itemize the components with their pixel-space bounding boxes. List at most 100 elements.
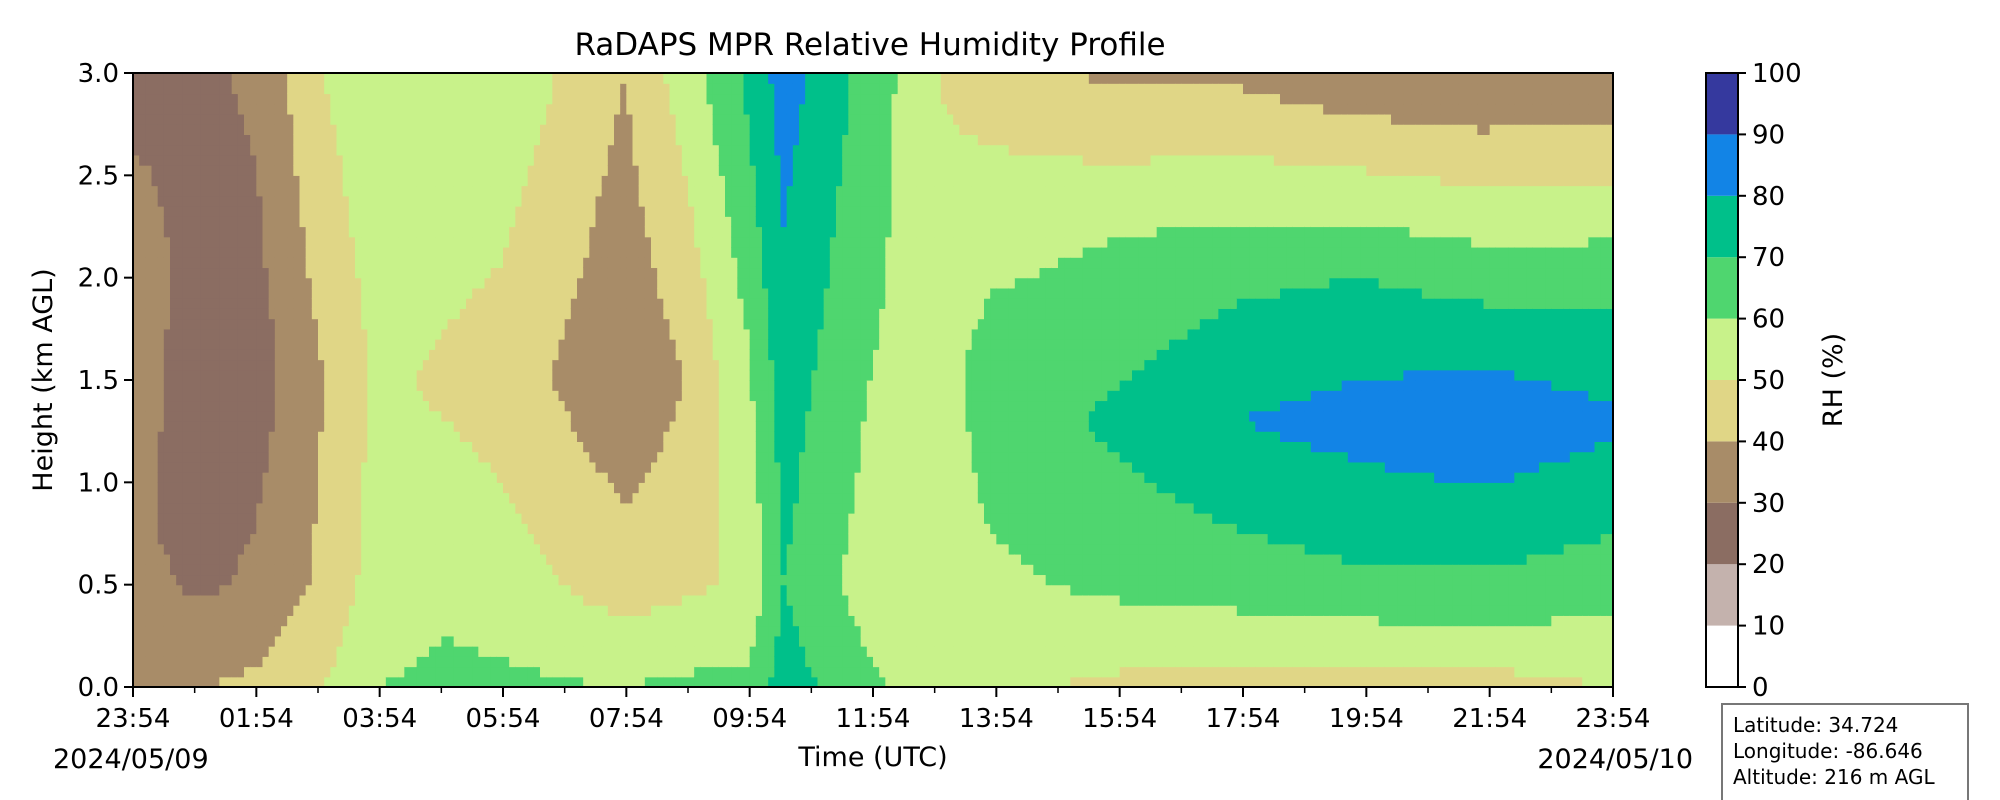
rh-cell: [632, 308, 640, 320]
rh-cell: [348, 676, 356, 688]
rh-cell: [330, 431, 338, 442]
rh-cell: [361, 410, 368, 422]
rh-cell: [509, 195, 516, 207]
rh-cell: [250, 635, 257, 647]
rh-cell: [268, 267, 276, 279]
rh-cell: [281, 513, 288, 524]
rh-cell: [213, 113, 220, 125]
rh-cell: [151, 103, 159, 115]
rh-cell: [453, 93, 461, 105]
rh-cell: [311, 165, 319, 176]
rh-cell: [466, 134, 473, 146]
rh-cell: [342, 390, 350, 402]
rh-cell: [318, 73, 325, 84]
rh-cell: [355, 656, 362, 668]
rh-cell: [207, 206, 214, 217]
rh-cell: [626, 420, 634, 432]
rh-cell: [416, 492, 424, 504]
rh-cell: [145, 615, 153, 627]
rh-cell: [262, 246, 270, 258]
rh-cell: [614, 73, 621, 84]
rh-cell: [299, 472, 307, 483]
rh-cell: [250, 185, 257, 197]
rh-cell: [237, 216, 245, 228]
rh-cell: [293, 185, 301, 197]
rh-cell: [459, 175, 467, 187]
rh-cell: [256, 175, 264, 187]
rh-cell: [466, 308, 473, 320]
rh-cell: [305, 308, 313, 320]
rh-cell: [404, 195, 412, 207]
rh-cell: [163, 482, 171, 494]
rh-cell: [570, 646, 578, 657]
rh-cell: [256, 451, 264, 463]
rh-cell: [404, 513, 412, 524]
rh-cell: [404, 369, 412, 381]
rh-cell: [558, 666, 566, 678]
rh-cell: [441, 533, 449, 545]
rh-cell: [484, 113, 492, 125]
rh-cell: [293, 257, 301, 269]
rh-cell: [589, 553, 597, 565]
rh-cell: [348, 431, 356, 442]
rh-cell: [237, 257, 245, 269]
rh-cell: [422, 113, 430, 125]
rh-cell: [281, 502, 288, 514]
rh-cell: [527, 103, 535, 115]
rh-cell: [133, 359, 140, 371]
rh-cell: [194, 380, 202, 391]
rh-cell: [540, 646, 547, 657]
rh-cell: [490, 308, 498, 320]
rh-cell: [521, 349, 529, 361]
rh-cell: [638, 359, 646, 371]
rh-cell: [540, 318, 547, 330]
rh-cell: [170, 103, 177, 115]
rh-cell: [453, 113, 461, 125]
rh-cell: [540, 666, 547, 678]
rh-cell: [459, 206, 467, 217]
rh-cell: [570, 134, 578, 146]
rh-cell: [416, 656, 424, 668]
rh-cell: [601, 308, 609, 320]
rh-cell: [589, 400, 597, 412]
rh-cell: [170, 594, 177, 606]
rh-cell: [398, 605, 405, 616]
rh-cell: [521, 625, 529, 637]
rh-cell: [305, 390, 313, 402]
rh-cell: [207, 543, 214, 555]
rh-cell: [533, 154, 541, 166]
rh-cell: [607, 134, 615, 146]
rh-cell: [213, 605, 220, 616]
rh-cell: [546, 298, 553, 309]
rh-cell: [490, 267, 498, 279]
rh-cell: [299, 635, 307, 647]
rh-cell: [570, 390, 578, 402]
rh-cell: [170, 646, 177, 657]
rh-cell: [620, 635, 627, 647]
rh-cell: [422, 502, 430, 514]
rh-cell: [515, 553, 523, 565]
rh-cell: [318, 513, 325, 524]
rh-cell: [453, 73, 461, 84]
rh-cell: [441, 625, 449, 637]
rh-cell: [521, 308, 529, 320]
rh-cell: [429, 502, 436, 514]
rh-cell: [564, 400, 572, 412]
rh-cell: [614, 257, 621, 269]
rh-cell: [601, 543, 609, 555]
rh-cell: [336, 103, 344, 115]
rh-cell: [145, 359, 153, 371]
rh-cell: [361, 553, 368, 565]
rh-cell: [595, 656, 603, 668]
rh-cell: [330, 594, 338, 606]
rh-cell: [274, 318, 282, 330]
rh-cell: [607, 165, 615, 176]
rh-cell: [601, 676, 609, 688]
rh-cell: [546, 543, 553, 555]
rh-cell: [361, 83, 368, 95]
rh-cell: [182, 502, 190, 514]
rh-cell: [324, 349, 331, 361]
rh-cell: [133, 246, 140, 258]
rh-cell: [496, 257, 504, 269]
rh-cell: [139, 73, 146, 84]
